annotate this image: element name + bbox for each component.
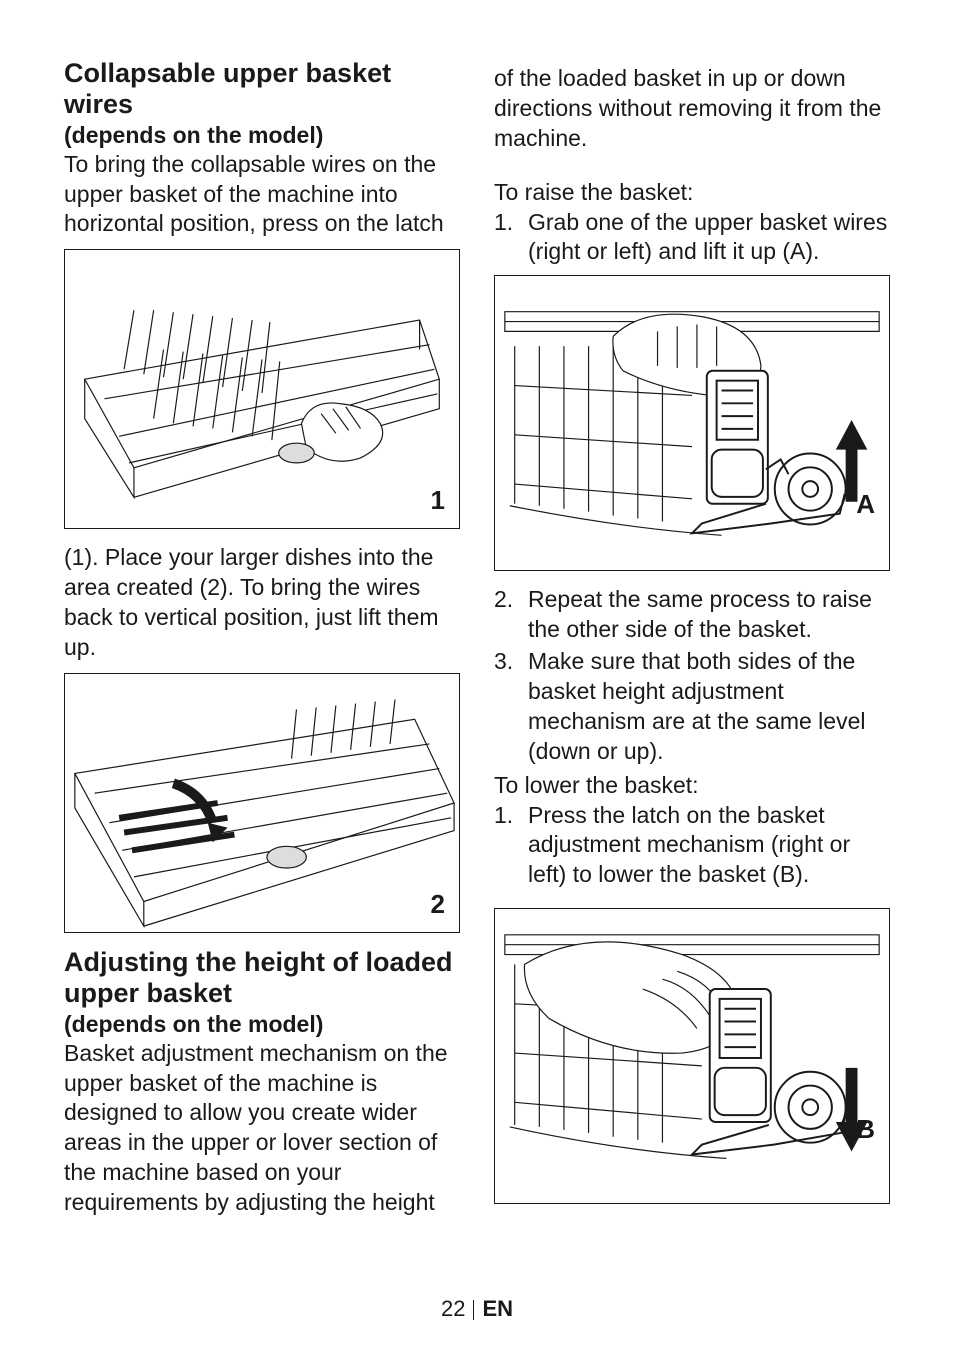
- raise-label: To raise the basket:: [494, 178, 890, 208]
- para-collapsable-intro: To bring the collapsable wires on the up…: [64, 150, 460, 240]
- left-column: Collapsable upper basket wires (depends …: [64, 58, 460, 1218]
- figure-1-illustration: [65, 250, 459, 528]
- list-number: 1.: [494, 208, 528, 238]
- list-item: 1. Grab one of the upper basket wires (r…: [494, 208, 890, 268]
- figure-a-letter: A: [856, 489, 875, 520]
- para-collapsable-step: (1). Place your larger dishes into the a…: [64, 543, 460, 663]
- figure-a: A: [494, 275, 890, 571]
- list-number: 2.: [494, 585, 528, 615]
- depends-label-2: (depends on the model): [64, 1011, 460, 1039]
- figure-b-letter: B: [856, 1114, 875, 1145]
- figure-2-illustration: [65, 674, 459, 932]
- page-footer: 22EN: [0, 1296, 954, 1322]
- list-text: Press the latch on the basket adjustment…: [528, 801, 890, 891]
- section-heading-collapsable: Collapsable upper basket wires: [64, 58, 460, 120]
- figure-b: B: [494, 908, 890, 1204]
- language-code: EN: [476, 1296, 513, 1322]
- depends-label-1: (depends on the model): [64, 122, 460, 150]
- list-number: 1.: [494, 801, 528, 831]
- figure-a-illustration: [495, 276, 889, 570]
- right-column: of the loaded basket in up or down direc…: [494, 58, 890, 1218]
- list-text: Make sure that both sides of the basket …: [528, 647, 890, 767]
- list-number: 3.: [494, 647, 528, 677]
- list-text: Repeat the same process to raise the oth…: [528, 585, 890, 645]
- section-heading-adjusting: Adjusting the height of loaded upper bas…: [64, 947, 460, 1009]
- raise-steps-top: 1. Grab one of the upper basket wires (r…: [494, 208, 890, 268]
- page-number: 22: [441, 1296, 471, 1322]
- raise-steps-rest: 2. Repeat the same process to raise the …: [494, 585, 890, 766]
- para-adjust-continued: of the loaded basket in up or down direc…: [494, 64, 890, 154]
- lower-label: To lower the basket:: [494, 771, 890, 801]
- figure-b-illustration: [495, 909, 889, 1203]
- lower-steps: 1. Press the latch on the basket adjustm…: [494, 801, 890, 891]
- list-item: 2. Repeat the same process to raise the …: [494, 585, 890, 645]
- list-item: 1. Press the latch on the basket adjustm…: [494, 801, 890, 891]
- list-item: 3. Make sure that both sides of the bask…: [494, 647, 890, 767]
- para-adjust-intro: Basket adjustment mechanism on the upper…: [64, 1039, 460, 1218]
- figure-1: 1: [64, 249, 460, 529]
- figure-1-number: 1: [431, 485, 445, 516]
- figure-2: 2: [64, 673, 460, 933]
- list-text: Grab one of the upper basket wires (righ…: [528, 208, 890, 268]
- figure-2-number: 2: [431, 889, 445, 920]
